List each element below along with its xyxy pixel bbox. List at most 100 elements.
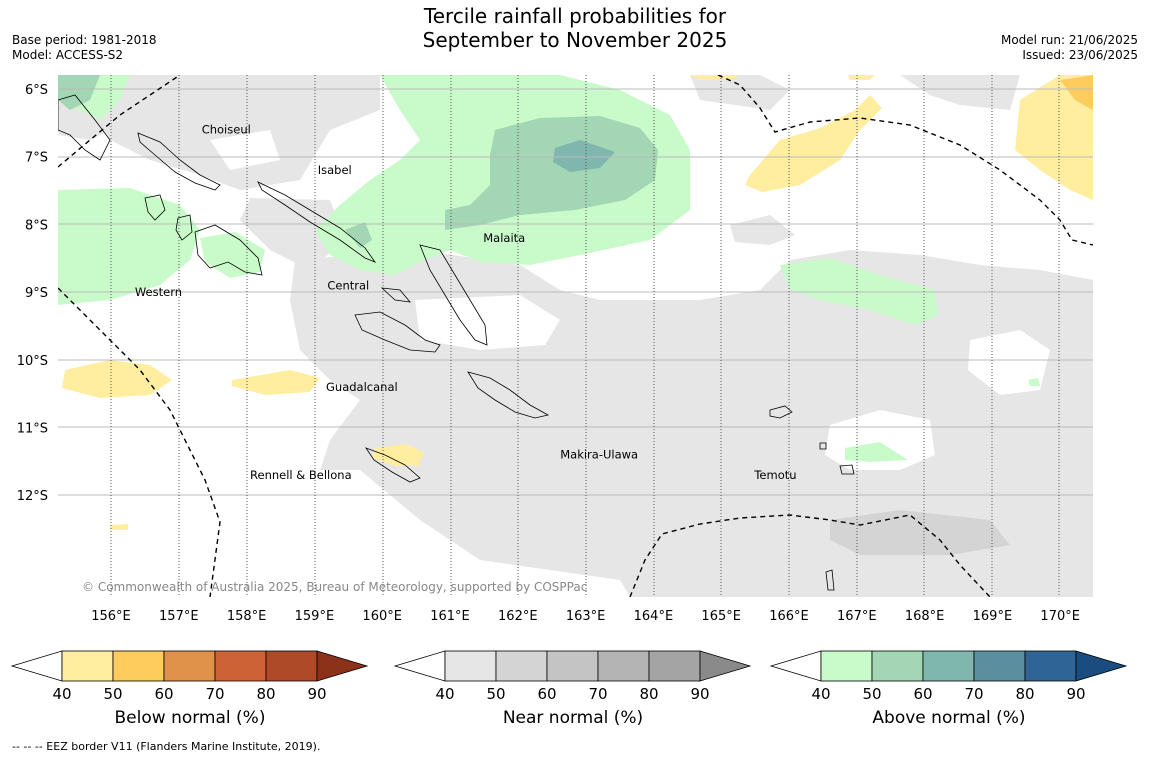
new-georgia	[194, 224, 263, 276]
colorbar-tick-label: 90	[1066, 685, 1085, 703]
colorbar-tick-label: 70	[588, 685, 607, 703]
lat-label: 11°S	[17, 422, 48, 437]
lon-labels: 156°E 157°E 158°E 159°E 160°E 161°E 162°E 163°E…	[91, 609, 1080, 624]
colorbar: 40 50 60 70 80 90	[10, 650, 369, 703]
colorbar-segment	[820, 650, 873, 682]
guadalcanal-island	[354, 311, 441, 353]
lon-label: 158°E	[227, 609, 267, 624]
lat-label: 12°S	[17, 489, 48, 504]
lat-label: 6°S	[25, 83, 48, 98]
colorbars: 40 50 60 70 80 90 40 50 60 70 80 90 40 50 60 70 80 90	[10, 650, 1128, 703]
colorbar-tick-label: 70	[964, 685, 983, 703]
colorbar-over-arrow	[316, 650, 369, 682]
title-line-2: September to November 2025	[422, 28, 728, 52]
colorbar-tick-label: 90	[307, 685, 326, 703]
colorbar-over-arrow	[699, 650, 752, 682]
island-outlines	[58, 94, 855, 591]
lon-label: 166°E	[769, 609, 809, 624]
region-label: Makira-Ulawa	[560, 448, 638, 462]
colorbar-segment	[973, 650, 1026, 682]
lat-label: 7°S	[25, 151, 48, 166]
colorbar-tick-label: 70	[205, 685, 224, 703]
above-normal-title: Above normal (%)	[872, 708, 1026, 728]
lon-label: 168°E	[905, 609, 945, 624]
lat-grid	[58, 88, 1093, 496]
colorbar: 40 50 60 70 80 90	[769, 650, 1128, 703]
colorbar-segment	[112, 650, 165, 682]
title-line-1: Tercile rainfall probabilities for	[423, 4, 727, 28]
isabel-island	[257, 181, 377, 263]
utupua-island	[839, 464, 855, 475]
colorbar: 40 50 60 70 80 90	[393, 650, 752, 703]
colorbar-segment	[922, 650, 975, 682]
region-label: Isabel	[318, 163, 352, 177]
colorbar-tick-label: 50	[486, 685, 505, 703]
region-label: Malaita	[483, 231, 525, 245]
lon-label: 169°E	[973, 609, 1013, 624]
colorbar-tick-label: 90	[690, 685, 709, 703]
model-name: Model: ACCESS-S2	[12, 48, 124, 62]
colorbar-segment	[265, 650, 318, 682]
nendo-island	[769, 405, 793, 419]
lat-labels: 6°S 7°S 8°S 9°S 10°S 11°S 12°S	[17, 83, 48, 504]
lon-label: 157°E	[159, 609, 199, 624]
region-label: Rennell & Bellona	[250, 468, 352, 482]
lon-label: 159°E	[295, 609, 335, 624]
lat-label: 10°S	[17, 354, 48, 369]
region-label: Western	[135, 285, 182, 299]
vanikoro-island	[819, 442, 827, 450]
colorbar-segment	[163, 650, 216, 682]
lon-label: 164°E	[634, 609, 674, 624]
colorbar-tick-label: 40	[435, 685, 454, 703]
lon-grid	[110, 75, 1060, 597]
colorbar-tick-label: 60	[913, 685, 932, 703]
lon-label: 162°E	[498, 609, 538, 624]
colorbar-tick-label: 60	[154, 685, 173, 703]
colorbar-tick-label: 50	[103, 685, 122, 703]
region-label: Guadalcanal	[326, 380, 398, 394]
lat-label: 9°S	[25, 286, 48, 301]
above-normal-areas	[58, 75, 1040, 462]
below-normal-title: Below normal (%)	[114, 708, 266, 728]
model-run: Model run: 21/06/2025	[1000, 33, 1138, 47]
colorbar-tick-label: 50	[862, 685, 881, 703]
copyright-notice: © Commonwealth of Australia 2025, Bureau…	[82, 580, 587, 594]
eez-footnote: -- -- -- EEZ border V11 (Flanders Marine…	[12, 740, 321, 753]
region-labels: Choiseul Isabel Malaita Western Central Guada…	[135, 123, 797, 482]
colorbar-segment	[648, 650, 701, 682]
issued-date: Issued: 23/06/2025	[1022, 48, 1138, 62]
florida-islands	[380, 287, 411, 303]
colorbar-tick-label: 40	[52, 685, 71, 703]
colorbar-segment	[871, 650, 924, 682]
chart-title: Tercile rainfall probabilities for Septe…	[0, 4, 1150, 52]
colorbar-segment	[1024, 650, 1077, 682]
lon-label: 156°E	[91, 609, 131, 624]
kolombangara	[175, 214, 193, 241]
malaita-island	[419, 244, 488, 346]
vella-lavella	[144, 194, 166, 221]
near-normal-title: Near normal (%)	[502, 708, 644, 728]
meta-right: Model run: 21/06/2025 Issued: 23/06/2025	[1001, 33, 1138, 63]
colorbar-tick-label: 40	[811, 685, 830, 703]
colorbar-under-arrow	[10, 650, 63, 682]
lon-label: 161°E	[430, 609, 470, 624]
colorbar-under-arrow	[393, 650, 446, 682]
choiseul-island	[137, 132, 221, 191]
bougainville-island	[58, 94, 111, 161]
lon-label: 163°E	[566, 609, 606, 624]
colorbar-tick-label: 80	[639, 685, 658, 703]
colorbar-tick-label: 60	[537, 685, 556, 703]
rennell-island	[364, 447, 421, 483]
colorbar-tick-label: 80	[1015, 685, 1034, 703]
colorbar-segment	[495, 650, 548, 682]
lon-label: 170°E	[1040, 609, 1080, 624]
makira-island	[467, 371, 550, 419]
colorbar-under-arrow	[769, 650, 822, 682]
region-label: Central	[327, 278, 369, 292]
colorbar-segment	[597, 650, 650, 682]
tikopia-island	[825, 569, 835, 591]
colorbar-over-arrow	[1075, 650, 1128, 682]
colorbar-segment	[444, 650, 497, 682]
meta-left: Base period: 1981-2018 Model: ACCESS-S2	[12, 33, 157, 63]
